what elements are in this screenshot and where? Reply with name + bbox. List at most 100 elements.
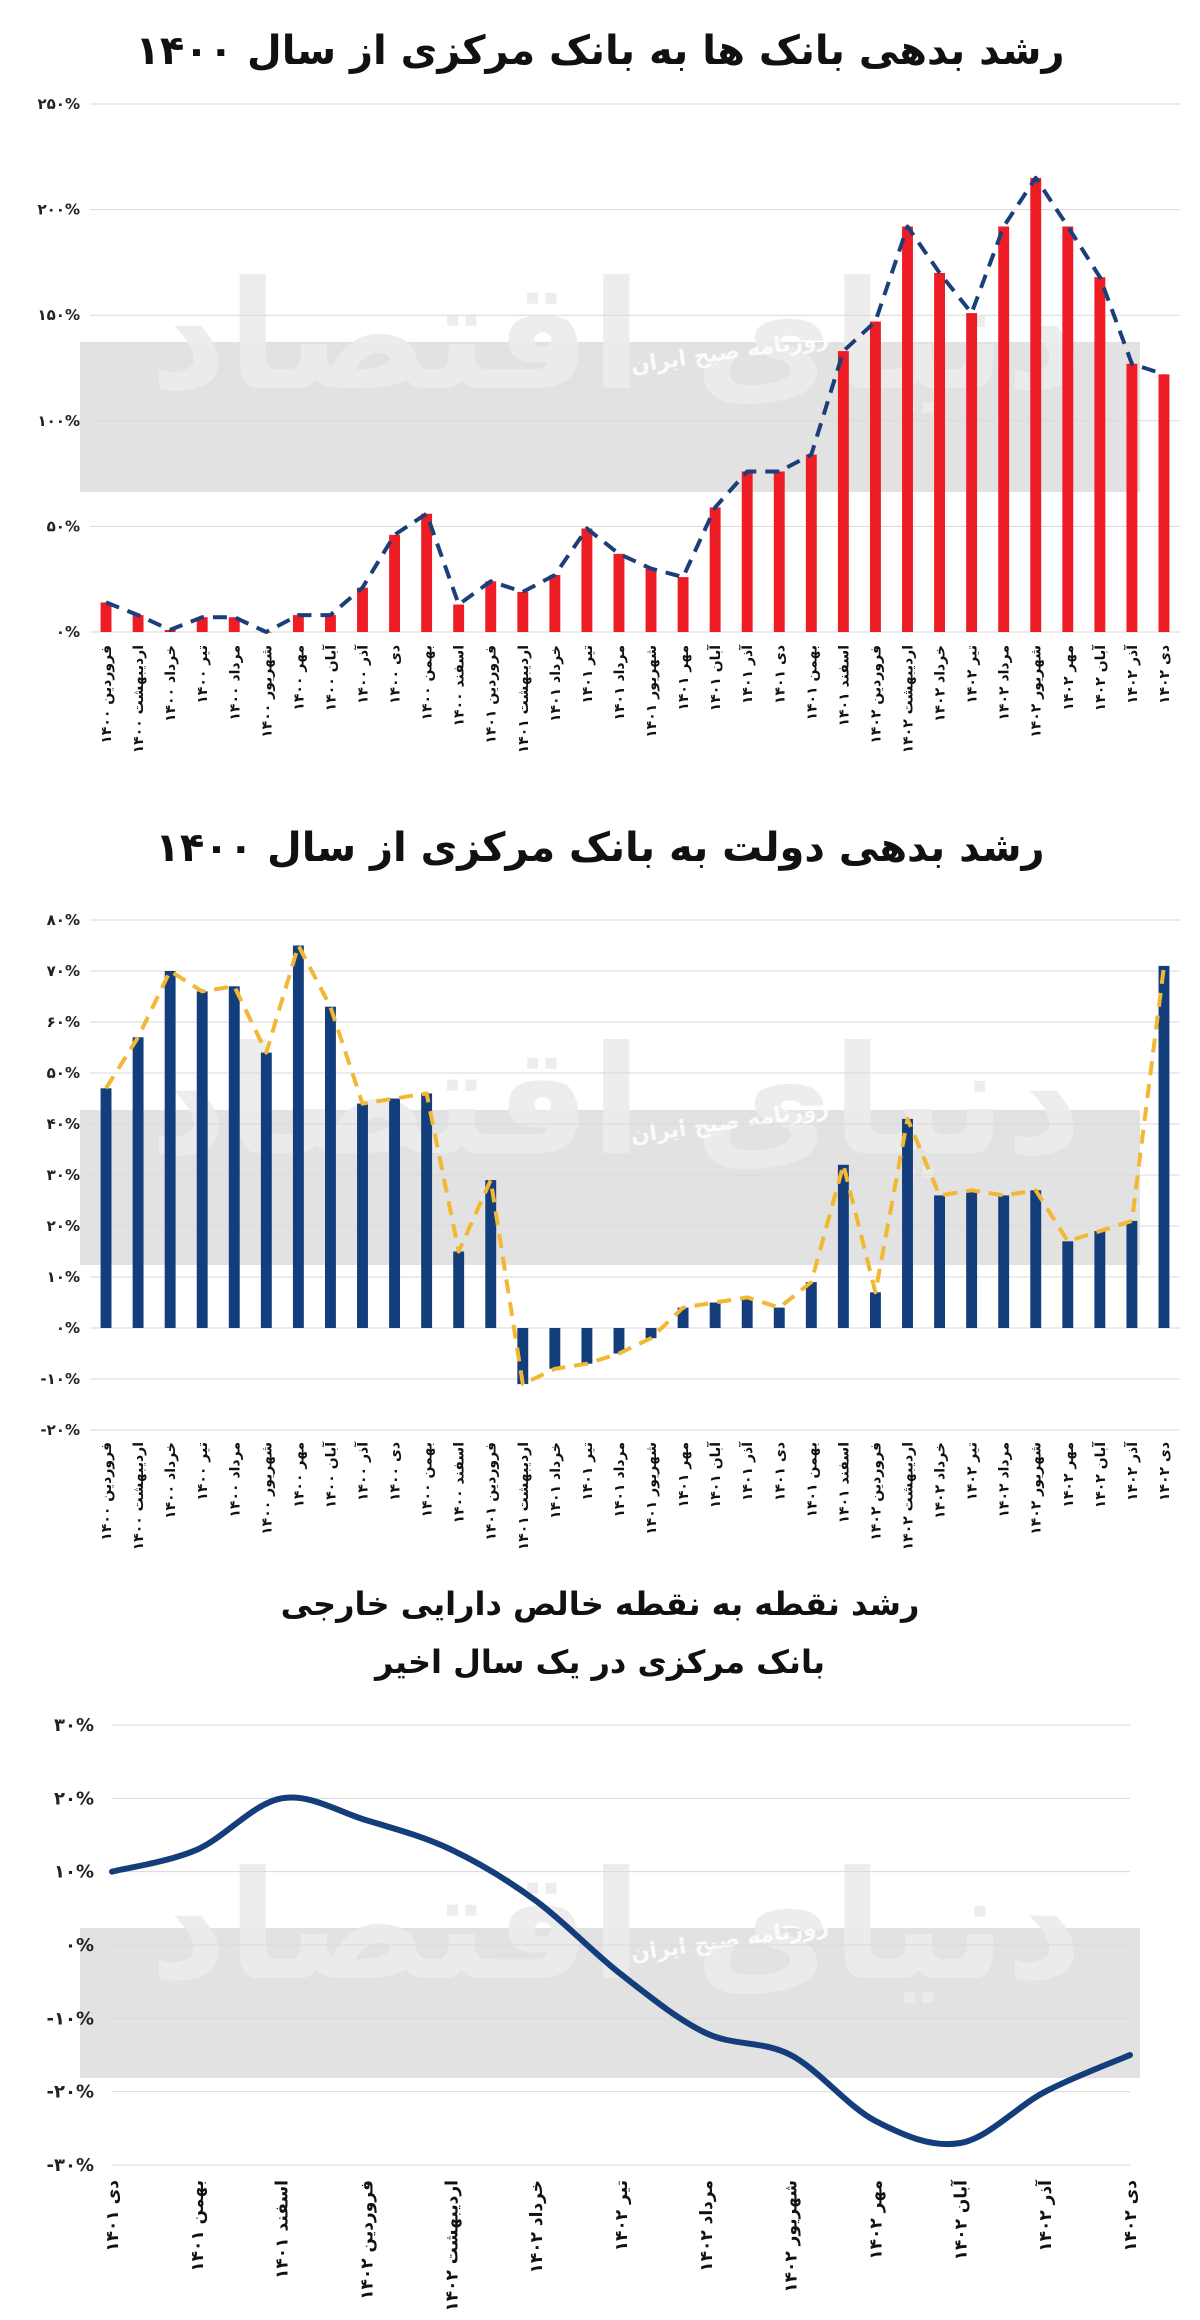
x-tick-label: اسفند ۱۴۰۱ bbox=[836, 645, 852, 727]
x-tick-label: اردیبهشت ۱۴۰۲ bbox=[442, 2180, 462, 2312]
x-tick-label: مهر ۱۴۰۲ bbox=[1061, 645, 1077, 711]
chart-2-debt-government: -۲۰% -۱۰% ۰% ۱۰% ۲۰% ۳۰% ۴۰% ۵۰% ۶۰% ۷۰% ۸۰% فروردی… bbox=[40, 911, 1180, 1550]
bar-34 bbox=[1158, 965, 1170, 1328]
x-tick-label: فروردین ۱۴۰۲ bbox=[358, 2180, 378, 2300]
x-tick-label: فروردین ۱۴۰۰ bbox=[99, 645, 115, 744]
x-tick-label: اردیبهشت ۱۴۰۱ bbox=[516, 1442, 532, 1550]
bar-26 bbox=[902, 1118, 913, 1328]
bar-32 bbox=[1094, 277, 1106, 632]
bar-29 bbox=[998, 226, 1010, 632]
x-tick-label: شهریور ۱۴۰۱ bbox=[644, 645, 660, 738]
x-tick-label: تیر ۱۴۰۱ bbox=[580, 1442, 596, 1501]
bar-22 bbox=[773, 1307, 785, 1328]
x-tick-label: تیر ۱۴۰۰ bbox=[195, 645, 211, 704]
bar-27 bbox=[934, 272, 946, 632]
bar-14 bbox=[517, 591, 529, 632]
x-tick-label: دی ۱۴۰۱ bbox=[103, 2180, 123, 2252]
x-tick-label: خرداد ۱۴۰۲ bbox=[933, 645, 949, 722]
watermark-band-1 bbox=[80, 342, 1140, 492]
x-tick-label: فروردین ۱۴۰۰ bbox=[99, 1442, 115, 1541]
watermark-brand-2: دنیای اقتصاد bbox=[150, 1015, 1083, 1189]
y-tick-label: ۵۰% bbox=[47, 517, 80, 535]
x-tick-label: تیر ۱۴۰۱ bbox=[580, 645, 596, 704]
x-tick-label: مرداد ۱۴۰۰ bbox=[227, 645, 243, 721]
x-tick-label: اسفند ۱۴۰۰ bbox=[452, 645, 468, 727]
x-tick-label: بهمن ۱۴۰۰ bbox=[420, 1442, 436, 1518]
bar-25 bbox=[869, 321, 881, 632]
x-tick-label: شهریور ۱۴۰۰ bbox=[259, 1442, 275, 1535]
x-tick-label: خرداد ۱۴۰۱ bbox=[548, 1442, 564, 1519]
bar-5 bbox=[228, 986, 240, 1328]
bar-28 bbox=[966, 313, 978, 632]
x-tick-label: دی ۱۴۰۰ bbox=[388, 645, 404, 704]
x-tick-label: آذر ۱۴۰۲ bbox=[1034, 2179, 1056, 2252]
x-tick-label: بهمن ۱۴۰۰ bbox=[420, 645, 436, 721]
bar-17 bbox=[613, 553, 625, 632]
x-tick-label: دی ۱۴۰۲ bbox=[1157, 1442, 1173, 1501]
x-tick-label: آبان ۱۴۰۲ bbox=[1091, 644, 1109, 712]
x-tick-label: شهریور ۱۴۰۲ bbox=[1029, 645, 1045, 738]
bar-19 bbox=[677, 577, 689, 632]
bar-16 bbox=[581, 528, 593, 632]
x-tick-label: خرداد ۱۴۰۲ bbox=[933, 1442, 949, 1519]
y-tick-label: ۷۰% bbox=[47, 962, 80, 980]
x-tick-label: آبان ۱۴۰۱ bbox=[706, 1441, 724, 1509]
x-tick-label: اردیبهشت ۱۴۰۲ bbox=[901, 1442, 917, 1550]
bar-11 bbox=[421, 1093, 433, 1328]
x-tick-label: آذر ۱۴۰۱ bbox=[738, 1441, 756, 1501]
x-tick-label: تیر ۱۴۰۲ bbox=[612, 2180, 632, 2251]
x-tick-label: اردیبهشت ۱۴۰۲ bbox=[901, 645, 917, 753]
y-tick-label: ۱۰% bbox=[54, 1862, 94, 1883]
watermark-brand-3: دنیای اقتصاد bbox=[150, 1840, 1083, 2014]
bar-16 bbox=[581, 1328, 593, 1364]
x-tick-label: دی ۱۴۰۱ bbox=[772, 1442, 788, 1501]
bar-30 bbox=[1030, 1190, 1042, 1328]
bar-20 bbox=[709, 1302, 721, 1328]
bar-7 bbox=[292, 945, 304, 1328]
x-tick-label: فروردین ۱۴۰۲ bbox=[868, 1442, 884, 1541]
x-tick-label: دی ۱۴۰۲ bbox=[1121, 2180, 1141, 2252]
y-tick-label: ۴۰% bbox=[47, 1115, 80, 1133]
x-tick-label: تیر ۱۴۰۲ bbox=[965, 645, 981, 704]
x-tick-label: شهریور ۱۴۰۲ bbox=[782, 2180, 802, 2293]
bar-18 bbox=[645, 568, 657, 632]
bar-20 bbox=[709, 507, 721, 632]
bar-15 bbox=[549, 574, 561, 632]
bar-13 bbox=[485, 581, 497, 632]
trend-line bbox=[104, 943, 1166, 1387]
bar-2 bbox=[132, 615, 144, 632]
x-tick-label: مهر ۱۴۰۲ bbox=[1061, 1442, 1077, 1508]
x-tick-label: بهمن ۱۴۰۱ bbox=[188, 2180, 208, 2272]
bar-27 bbox=[934, 1195, 946, 1328]
x-tick-label: مهر ۱۴۰۲ bbox=[867, 2180, 887, 2260]
x-tick-label: دی ۱۴۰۲ bbox=[1157, 645, 1173, 704]
chart-3-title: رشد نقطه به نقطه خالص دارایی خارجی bbox=[280, 1585, 920, 1623]
x-tick-label: آبان ۱۴۰۲ bbox=[949, 2179, 971, 2261]
bar-4 bbox=[196, 991, 208, 1328]
bar-19 bbox=[677, 1307, 689, 1328]
watermark-band-3 bbox=[80, 1928, 1140, 2078]
x-tick-label: آذر ۱۴۰۲ bbox=[1123, 1441, 1141, 1501]
bar-25 bbox=[869, 1292, 881, 1328]
y-tick-label: -۲۰% bbox=[47, 2082, 94, 2103]
y-tick-label: ۶۰% bbox=[47, 1013, 80, 1031]
bar-8 bbox=[324, 1006, 336, 1328]
x-tick-label: مهر ۱۴۰۱ bbox=[676, 1442, 692, 1508]
bar-33 bbox=[1126, 363, 1138, 632]
bar-29 bbox=[998, 1195, 1010, 1328]
y-tick-label: ۱۰۰% bbox=[38, 412, 81, 430]
bar-8 bbox=[324, 615, 336, 632]
x-tick-label: اسفند ۱۴۰۱ bbox=[836, 1442, 852, 1524]
y-tick-label: ۳۰% bbox=[47, 1166, 80, 1184]
bar-9 bbox=[357, 1103, 368, 1328]
x-tick-label: مهر ۱۴۰۰ bbox=[291, 1442, 307, 1508]
bar-2 bbox=[132, 1037, 144, 1328]
y-tick-label: -۲۰% bbox=[40, 1421, 80, 1439]
x-tick-label: بهمن ۱۴۰۱ bbox=[804, 1442, 820, 1518]
bar-12 bbox=[453, 604, 465, 632]
bar-17 bbox=[613, 1328, 625, 1354]
x-tick-label: آذر ۱۴۰۲ bbox=[1123, 644, 1141, 704]
x-tick-label: دی ۱۴۰۰ bbox=[388, 1442, 404, 1501]
y-tick-label: ۰% bbox=[65, 1935, 94, 1956]
y-tick-label: ۳۰% bbox=[54, 1715, 94, 1736]
